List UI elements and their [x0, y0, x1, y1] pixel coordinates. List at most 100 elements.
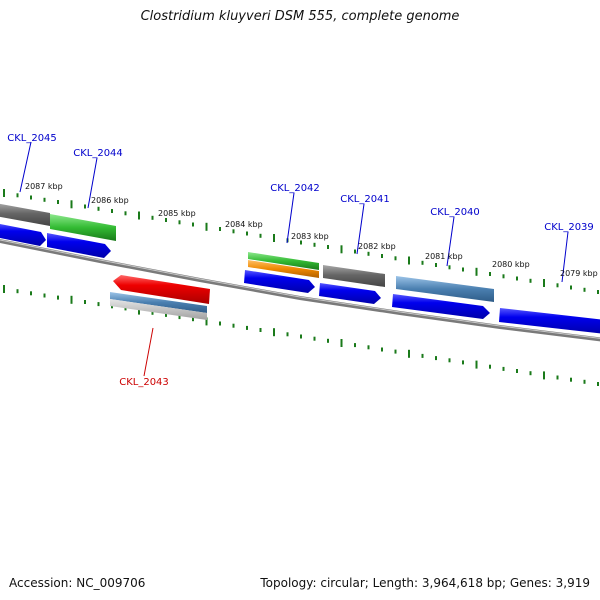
minor-tick — [354, 343, 356, 348]
gene-label-ckl-2045[interactable]: CKL_2045 — [7, 133, 57, 144]
connector-ckl-2041 — [356, 203, 365, 255]
minor-tick — [462, 267, 464, 272]
minor-tick — [367, 345, 370, 350]
minor-tick — [259, 233, 262, 238]
major-tick — [273, 234, 275, 242]
minor-tick — [516, 276, 518, 281]
minor-tick — [435, 356, 437, 361]
minor-tick — [97, 302, 100, 307]
minor-tick — [219, 227, 221, 231]
genome-backbone — [0, 238, 600, 342]
feature-green-2044[interactable] — [50, 214, 116, 241]
minor-tick — [300, 334, 302, 339]
major-tick — [273, 328, 275, 337]
feature-gray-2041[interactable] — [323, 265, 385, 287]
major-tick — [3, 285, 5, 293]
gene-arrow-ckl-2039[interactable] — [499, 308, 600, 334]
minor-tick — [421, 353, 424, 358]
scale-label: 2087 kbp — [25, 182, 63, 191]
minor-tick — [286, 332, 289, 337]
scale-label: 2079 kbp — [560, 269, 598, 278]
minor-tick — [583, 287, 586, 292]
scale-ticks-lower — [3, 285, 599, 386]
scale-ticks-upper — [3, 189, 599, 294]
gene-arrows — [0, 223, 600, 334]
scale-label: 2081 kbp — [425, 252, 463, 261]
minor-tick — [597, 290, 599, 294]
minor-tick — [30, 195, 32, 200]
connector-ckl-2045 — [19, 141, 32, 193]
connector-ckl-2039 — [561, 231, 569, 283]
feature-steel-2040[interactable] — [396, 276, 494, 302]
scale-label: 2080 kbp — [492, 260, 530, 269]
minor-tick — [381, 347, 383, 352]
minor-tick — [570, 377, 572, 382]
major-tick — [70, 200, 73, 209]
connector-ckl-2043 — [143, 327, 154, 377]
feature-gray-2045[interactable] — [0, 203, 50, 226]
minor-tick — [435, 263, 437, 267]
minor-tick — [151, 310, 154, 315]
feature-orange-2042[interactable] — [248, 260, 319, 278]
minor-tick — [246, 325, 248, 330]
scale-label: 2084 kbp — [225, 220, 263, 229]
minor-tick — [421, 260, 424, 265]
minor-tick — [583, 379, 586, 384]
major-tick — [475, 267, 478, 276]
accession-label: Accession: NC_009706 — [9, 576, 146, 590]
minor-tick — [516, 369, 518, 373]
major-tick — [475, 360, 478, 369]
minor-tick — [43, 293, 46, 298]
gene-label-ckl-2039[interactable]: CKL_2039 — [544, 222, 594, 233]
gene-label-ckl-2040[interactable]: CKL_2040 — [430, 207, 480, 218]
minor-tick — [111, 209, 113, 213]
minor-tick — [16, 289, 19, 294]
scale-label: 2082 kbp — [358, 242, 396, 251]
gene-arrow-ckl-2045[interactable] — [0, 223, 46, 246]
genome-summary: Topology: circular; Length: 3,964,618 bp… — [260, 576, 590, 590]
feature-lightgray-2043[interactable] — [110, 299, 207, 320]
gene-label-ckl-2042[interactable]: CKL_2042 — [270, 183, 320, 194]
major-tick — [340, 245, 343, 254]
connector-ckl-2040 — [446, 216, 455, 267]
minor-tick — [30, 291, 32, 296]
minor-tick — [178, 220, 181, 225]
minor-tick — [327, 338, 329, 343]
minor-tick — [111, 304, 113, 309]
minor-tick — [381, 254, 383, 258]
feature-green-2042[interactable] — [248, 252, 319, 270]
scale-label: 2085 kbp — [158, 209, 196, 218]
gene-arrow-ckl-2044[interactable] — [47, 233, 111, 258]
minor-tick — [232, 323, 235, 328]
minor-tick — [313, 336, 316, 341]
major-tick — [3, 189, 5, 197]
minor-tick — [84, 204, 86, 209]
minor-tick — [219, 321, 221, 326]
minor-tick — [448, 265, 451, 270]
major-tick — [543, 279, 545, 287]
minor-tick — [165, 218, 167, 222]
minor-tick — [556, 375, 559, 380]
scale-label: 2086 kbp — [91, 196, 129, 205]
minor-tick — [394, 349, 397, 354]
minor-tick — [97, 206, 100, 211]
minor-tick — [300, 240, 302, 245]
gene-label-ckl-2041[interactable]: CKL_2041 — [340, 194, 390, 205]
genome-title: Clostridium kluyveri DSM 555, complete g… — [140, 9, 460, 24]
genome-backbone-highlight — [0, 239, 600, 339]
minor-tick — [327, 245, 329, 249]
gene-label-ckl-2044[interactable]: CKL_2044 — [73, 148, 123, 159]
gene-arrow-ckl-2041[interactable] — [319, 283, 381, 304]
feature-blocks — [0, 203, 494, 320]
connector-ckl-2044 — [87, 157, 98, 209]
major-tick — [543, 371, 545, 380]
feature-steel-2043[interactable] — [110, 292, 207, 313]
gene-arrow-ckl-2043[interactable] — [113, 275, 210, 304]
gene-arrow-ckl-2042[interactable] — [244, 270, 315, 293]
minor-tick — [84, 300, 86, 304]
gene-arrow-ckl-2040[interactable] — [392, 294, 490, 319]
minor-tick — [313, 242, 316, 247]
minor-tick — [259, 328, 262, 332]
gene-label-ckl-2043[interactable]: CKL_2043 — [119, 377, 169, 388]
